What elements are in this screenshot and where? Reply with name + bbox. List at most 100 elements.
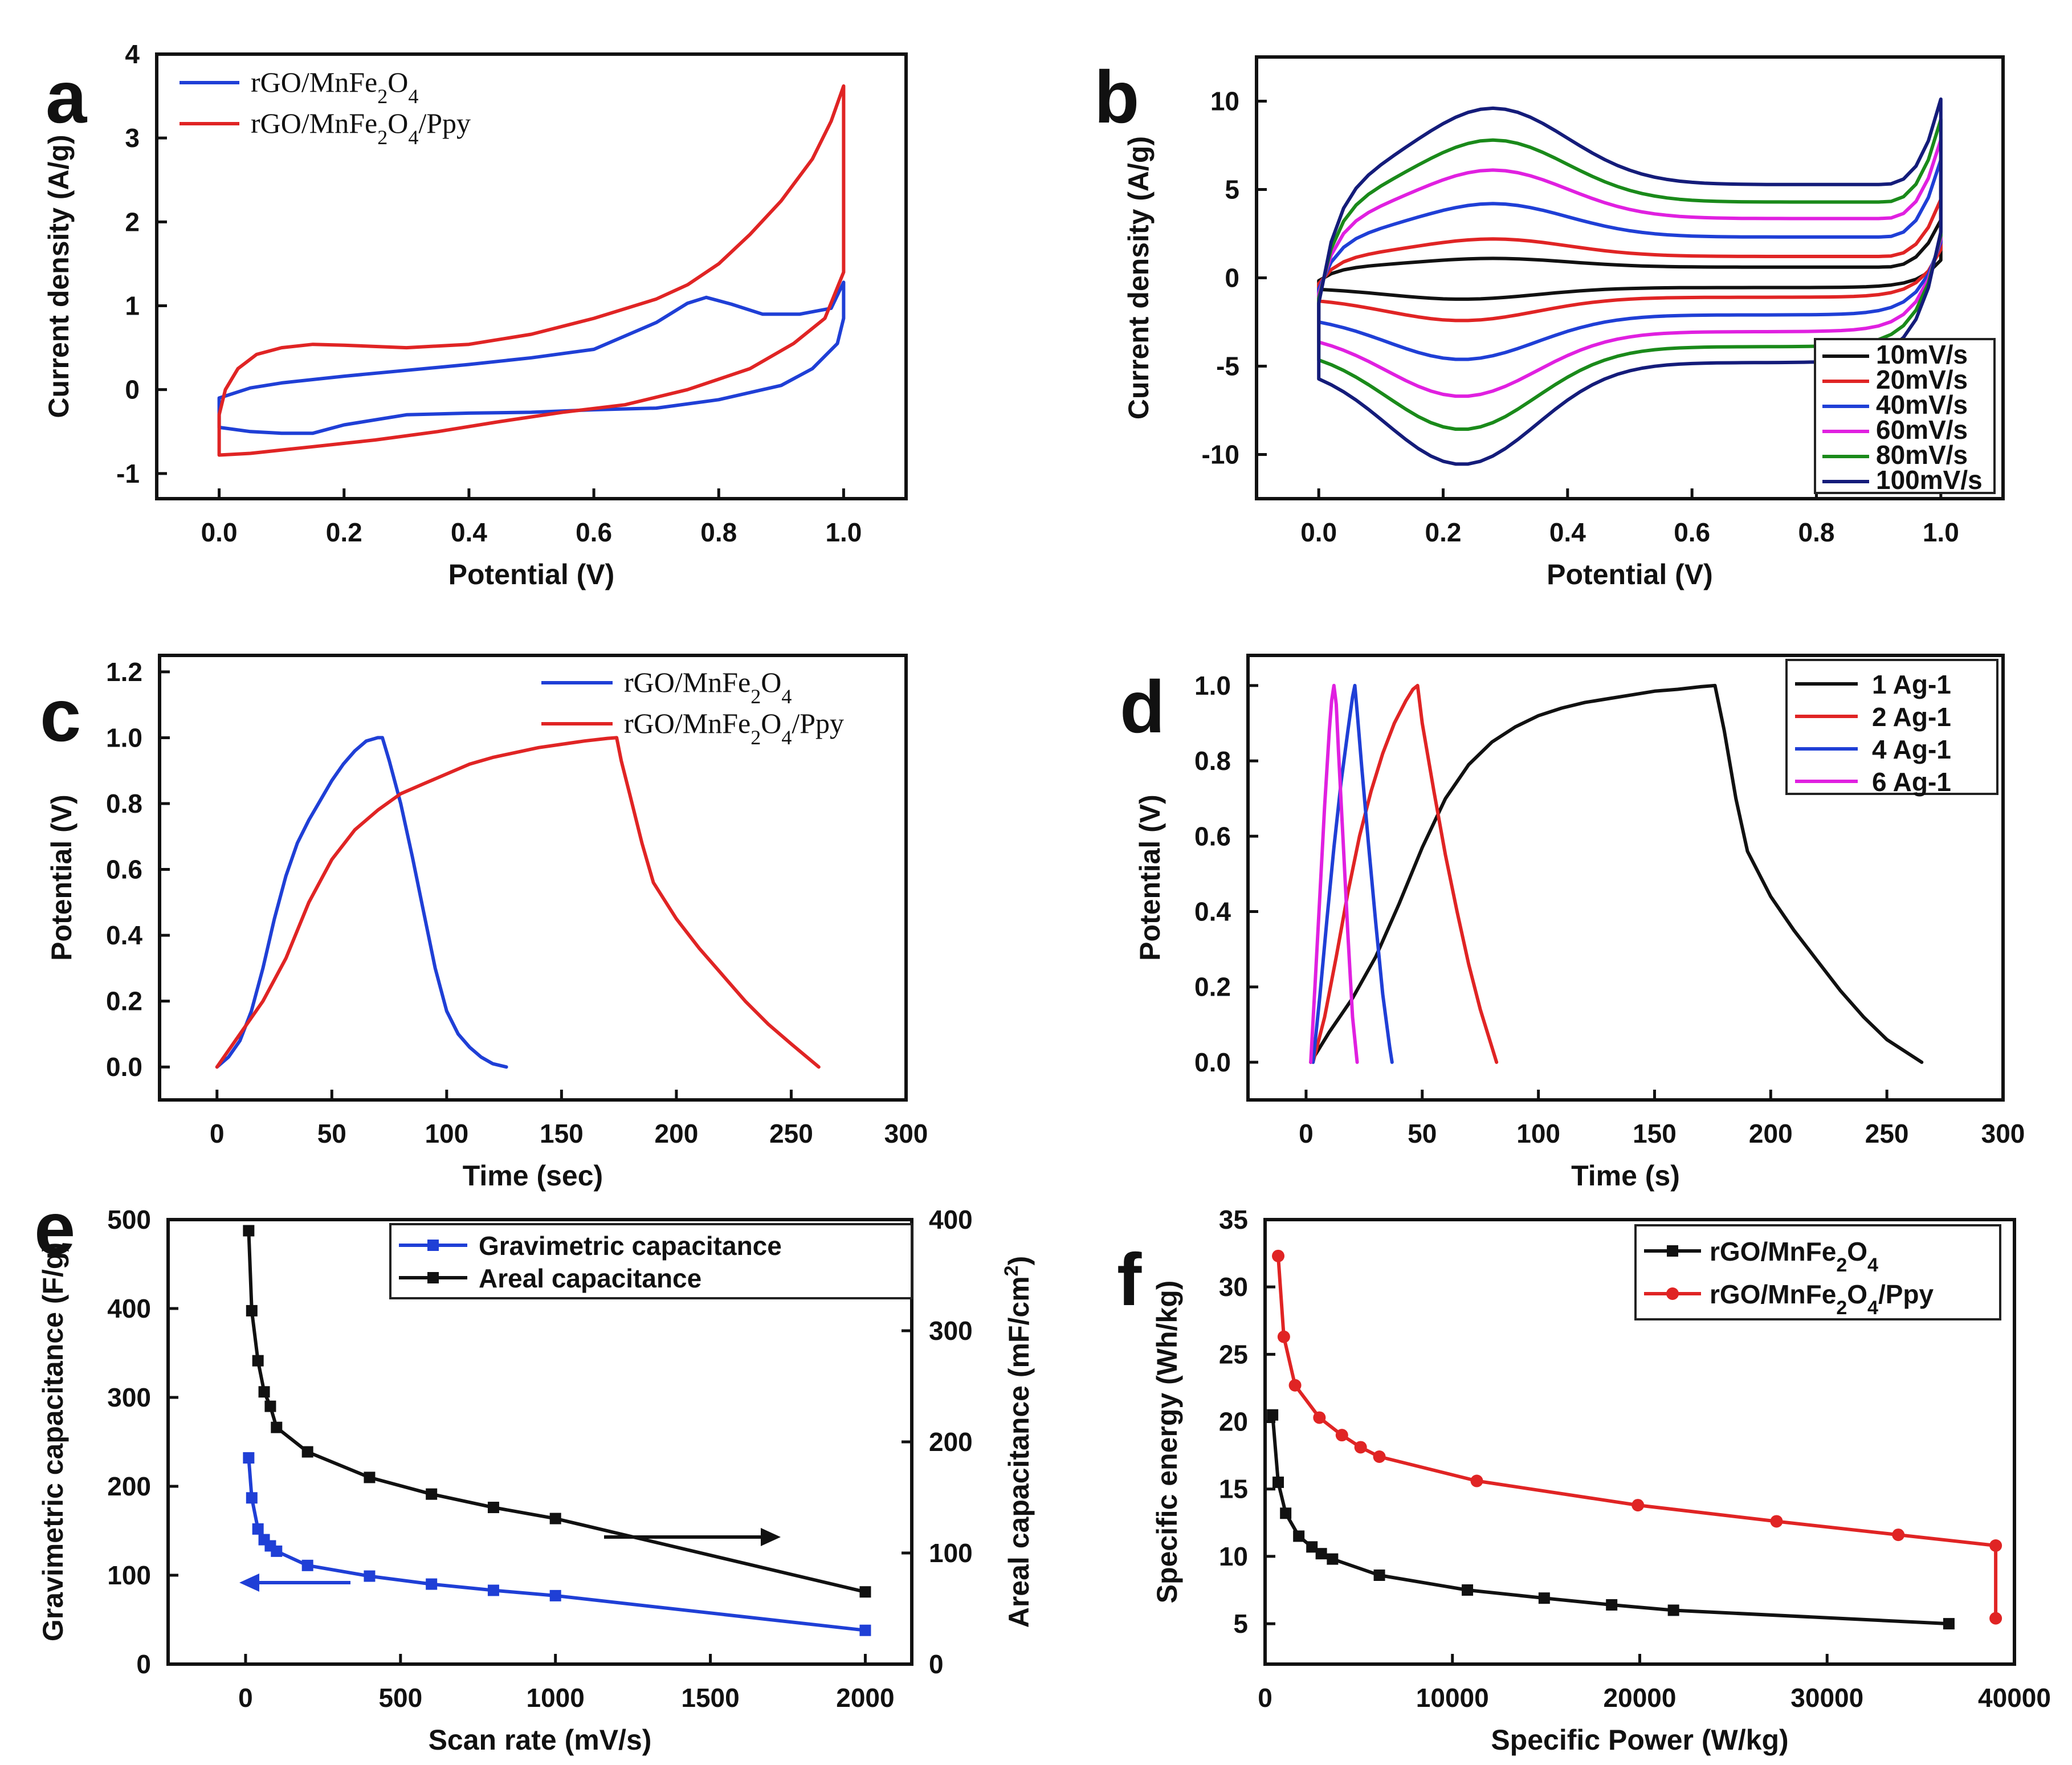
x-tick-label: 0.6 (576, 517, 612, 547)
y2-tick-label: 0 (929, 1649, 944, 1679)
x-tick-label: 0.8 (1798, 517, 1835, 547)
y-axis-label: Specific energy (Wh/kg) (1151, 1281, 1183, 1604)
x-tick-label: 30000 (1790, 1683, 1863, 1713)
x-tick-label: 0 (210, 1119, 225, 1148)
capacitance-marker (243, 1452, 255, 1464)
y-tick-label: -1 (116, 459, 140, 488)
ragone-marker (1632, 1499, 1645, 1512)
y-tick-label: 0.2 (106, 987, 142, 1016)
y-tick-label: 0.6 (106, 855, 142, 884)
cv-scan-1 (1317, 198, 1943, 323)
y-tick-label: 100 (107, 1560, 151, 1590)
legend-label: 10mV/s (1876, 340, 1968, 369)
panel-f: 0 10000 20000 30000 40000 5 10 15 20 25 30 35 Specif… (1151, 1205, 2051, 1756)
panel-letter-a: a (46, 55, 88, 138)
ragone-marker (1470, 1474, 1483, 1487)
y-tick-label: 1.0 (106, 723, 142, 752)
ragone-marker (1462, 1584, 1474, 1596)
legend-label: rGO/MnFe2O4/Ppy (1710, 1279, 1934, 1319)
capacitance-marker (301, 1446, 313, 1458)
capacitance-marker (859, 1624, 871, 1636)
ragone-marker (1373, 1450, 1386, 1463)
ragone-marker (1327, 1553, 1339, 1565)
y-tick-label: 400 (107, 1294, 151, 1323)
y-tick-label: -10 (1202, 440, 1239, 470)
arrow-left-head (239, 1574, 259, 1592)
capacitance-marker (252, 1523, 264, 1535)
y-tick-label: 1.2 (106, 657, 142, 687)
y2-tick-label: 200 (929, 1427, 973, 1457)
capacitance-marker (243, 1225, 255, 1237)
plot-frame (155, 52, 908, 500)
legend-d: 1 Ag-1 2 Ag-1 4 Ag-1 6 Ag-1 (1785, 659, 1998, 797)
cv-curve-ppy (217, 84, 846, 457)
y-tick-label: 200 (107, 1471, 151, 1501)
y-axis-label: Potential (V) (46, 794, 78, 961)
y2-tick-label: 100 (929, 1538, 973, 1568)
capacitance-marker (271, 1545, 283, 1557)
capacitance-marker (364, 1471, 376, 1483)
x-tick-label: 0 (1299, 1119, 1314, 1148)
ragone-marker (1315, 1548, 1327, 1560)
gcd-rate-2 (1311, 683, 1394, 1064)
legend-label: Areal capacitance (479, 1263, 701, 1293)
x-tick-label: 200 (1749, 1119, 1793, 1148)
capacitance-marker (301, 1559, 313, 1571)
legend-frame (1814, 338, 1996, 494)
legend-label: 100mV/s (1876, 465, 1983, 495)
ragone-marker (1667, 1604, 1679, 1616)
x-tick-label: 20000 (1604, 1683, 1677, 1713)
capacitance-marker (258, 1386, 270, 1398)
y-tick-label: 4 (125, 39, 140, 69)
cv-scan-5 (1317, 97, 1943, 466)
y-tick-label: 20 (1219, 1407, 1248, 1437)
y-tick-label: 0.0 (1194, 1047, 1231, 1077)
gcd-curve-0 (215, 736, 508, 1069)
y-tick-label: 10 (1210, 87, 1239, 116)
x-tick-label: 10000 (1416, 1683, 1489, 1713)
y-tick-label: 25 (1219, 1339, 1248, 1369)
legend-label: 20mV/s (1876, 365, 1968, 394)
x-axis-label: Potential (V) (1547, 559, 1713, 590)
y-tick-label: 500 (107, 1205, 151, 1234)
x-tick-label: 0.2 (326, 517, 362, 547)
capacitance-marker (549, 1513, 561, 1524)
ragone-marker (1373, 1570, 1385, 1581)
x-axis-label: Time (sec) (463, 1160, 603, 1192)
y-tick-label: 0.8 (106, 789, 142, 818)
x-tick-label: 0 (1258, 1683, 1272, 1713)
ragone-marker (1272, 1249, 1285, 1262)
x-tick-label: 1.0 (825, 517, 862, 547)
legend-marker (1666, 1287, 1679, 1300)
legend-label: 80mV/s (1876, 440, 1968, 470)
ragone-marker (1272, 1476, 1284, 1488)
panel-letter-b: b (1094, 55, 1139, 138)
capacitance-marker (252, 1355, 264, 1367)
ragone-marker (1293, 1530, 1305, 1542)
capacitance-marker (426, 1488, 438, 1500)
x-axis-label: Time (s) (1571, 1160, 1680, 1192)
x-tick-label: 50 (1408, 1119, 1437, 1148)
ragone-marker (1313, 1411, 1326, 1424)
y-tick-label: 15 (1219, 1474, 1248, 1504)
x-tick-label: 300 (884, 1119, 928, 1148)
x-tick-label: 500 (378, 1683, 422, 1713)
legend-label: 40mV/s (1876, 390, 1968, 419)
ragone-marker (1267, 1409, 1279, 1421)
gcd-rate-3 (1309, 683, 1359, 1064)
y-tick-label: 300 (107, 1383, 151, 1412)
x-tick-label: 0.2 (1425, 517, 1462, 547)
panel-a: 0.0 0.2 0.4 0.6 0.8 1.0 -1 0 1 2 3 4 Potential (V) Cu… (43, 39, 908, 590)
y-tick-label: 0.0 (106, 1052, 142, 1082)
ragone-marker (1288, 1379, 1302, 1392)
gcd-curve-1 (215, 736, 821, 1069)
capacitance-marker (549, 1589, 561, 1601)
x-tick-label: 1000 (527, 1683, 585, 1713)
y-tick-label: 1 (125, 291, 140, 321)
x-tick-label: 250 (769, 1119, 813, 1148)
